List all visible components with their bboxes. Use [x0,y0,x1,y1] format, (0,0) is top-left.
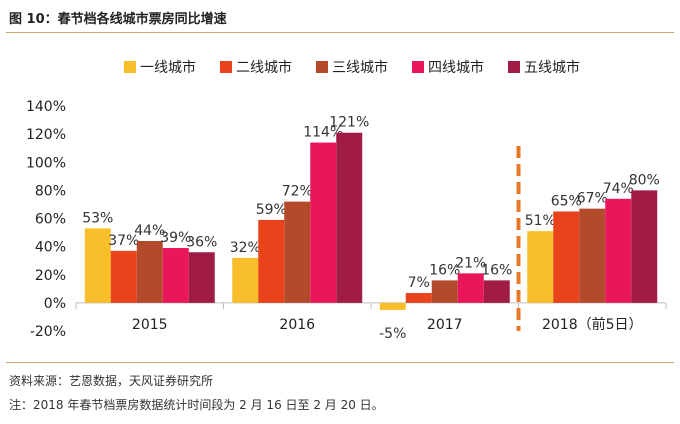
y-tick-label: 20% [35,268,66,284]
bar-四线城市-2018（前5日） [605,198,632,303]
bar-四线城市-2017 [457,273,484,303]
y-tick-label: 80% [35,183,66,199]
data-label: 39% [160,230,191,246]
data-label: 59% [256,202,287,218]
data-label: 74% [603,181,634,197]
legend-swatch-五线城市 [508,61,520,73]
bar-二线城市-2017 [405,293,432,303]
data-label: 80% [629,172,660,188]
bar-五线城市-2015 [188,252,215,303]
bar-五线城市-2017 [483,280,510,303]
y-tick-label: 120% [26,127,66,143]
bar-二线城市-2016 [258,219,285,303]
data-label: 44% [134,223,165,239]
legend-label: 三线城市 [332,59,388,76]
bar-chart: -20%0%20%40%60%80%100%120%140%53%37%44%3… [26,59,667,342]
data-label: 121% [329,115,369,131]
y-tick-label: -20% [30,324,66,340]
y-tick-label: 140% [26,99,66,115]
bar-四线城市-2016 [310,142,337,303]
data-label: 72% [282,184,313,200]
bar-二线城市-2015 [110,250,137,303]
category-label: 2016 [279,317,315,333]
y-tick-label: 60% [35,212,66,228]
data-label: 51% [525,213,556,229]
y-tick-label: 0% [44,296,66,312]
legend-swatch-四线城市 [412,61,424,73]
legend-label: 五线城市 [524,59,580,76]
bar-五线城市-2016 [336,132,363,303]
title-divider [6,32,674,33]
footer-divider [6,362,674,363]
data-label: 32% [230,240,261,256]
bar-一线城市-2015 [84,228,111,303]
data-label: 65% [551,193,582,209]
bar-五线城市-2018（前5日） [631,190,658,303]
bar-一线城市-2017 [379,302,406,310]
data-label: -5% [379,326,406,342]
legend-swatch-一线城市 [124,61,136,73]
category-label: 2015 [132,317,168,333]
data-label: 114% [303,125,343,141]
legend-label: 一线城市 [140,59,196,76]
legend-label: 二线城市 [236,59,292,76]
bar-一线城市-2016 [232,257,259,303]
data-label: 16% [429,262,460,278]
figure-title: 图 10：春节档各线城市票房同比增速 [9,12,227,27]
bar-一线城市-2018（前5日） [527,231,554,303]
y-tick-label: 40% [35,240,66,256]
date-range-note: 注：2018 年春节档票房数据统计时间段为 2 月 16 日至 2 月 20 日… [9,398,384,412]
bar-三线城市-2015 [136,241,163,303]
data-label: 36% [186,234,217,250]
legend-swatch-二线城市 [220,61,232,73]
data-label: 67% [577,191,608,207]
data-label: 16% [481,262,512,278]
bar-二线城市-2018（前5日） [553,211,580,303]
data-label: 37% [108,233,139,249]
legend-swatch-三线城市 [316,61,328,73]
data-label: 53% [82,210,113,226]
category-label: 2018（前5日） [542,316,643,333]
legend-label: 四线城市 [428,59,484,76]
bar-三线城市-2016 [284,201,311,303]
y-tick-label: 100% [26,155,66,171]
source-note: 资料来源：艺恩数据，天风证券研究所 [9,374,214,388]
bar-三线城市-2018（前5日） [579,208,606,303]
bar-三线城市-2017 [431,280,458,303]
category-label: 2017 [427,317,463,333]
data-label: 21% [455,255,486,271]
data-label: 7% [408,275,430,291]
bar-四线城市-2015 [162,248,189,303]
